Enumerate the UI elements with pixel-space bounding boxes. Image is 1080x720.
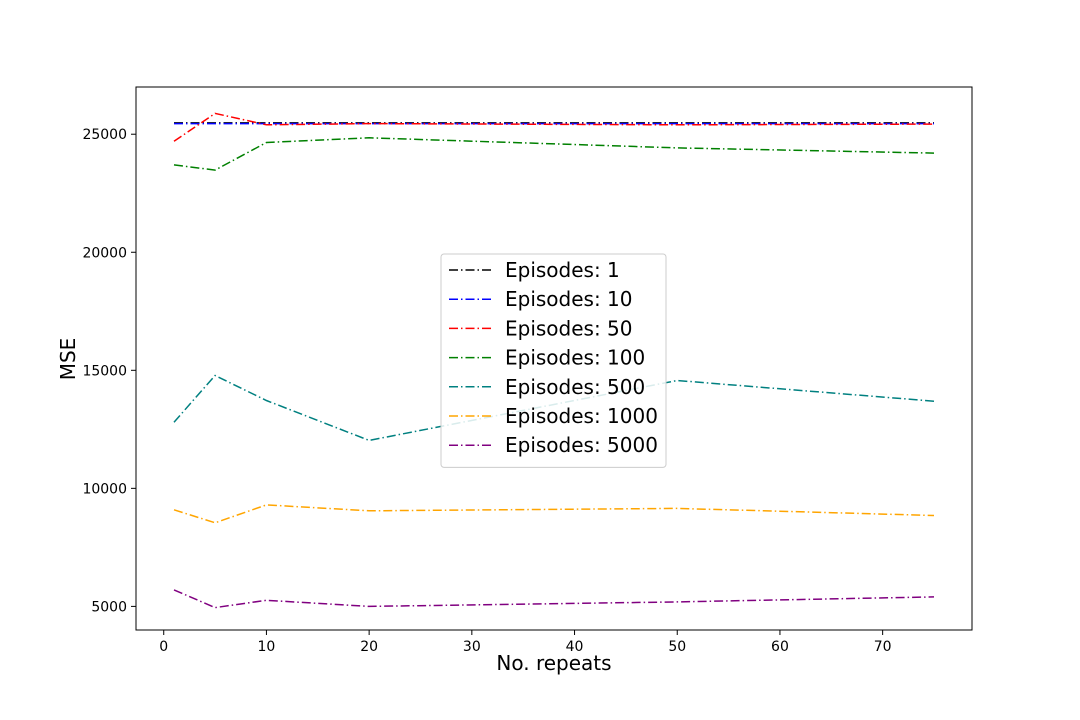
y-tick-label: 5000 (91, 599, 127, 615)
y-tick-label: 25000 (82, 127, 127, 143)
x-tick-label: 0 (159, 639, 168, 655)
x-tick-label: 30 (463, 639, 481, 655)
series-line-episodes-5000 (173, 589, 935, 609)
y-axis-label: MSE (56, 338, 80, 381)
legend-entry: Episodes: 5000 (505, 433, 658, 457)
x-tick-label: 70 (874, 639, 892, 655)
series-line-episodes-50 (173, 112, 935, 142)
series-line-episodes-500 (173, 374, 935, 442)
y-tick-label: 15000 (82, 363, 127, 379)
y-tick-label: 10000 (82, 481, 127, 497)
legend-entry: Episodes: 1000 (505, 404, 658, 428)
legend-entry: Episodes: 1 (505, 258, 620, 282)
x-tick-label: 60 (771, 639, 789, 655)
series-line-episodes-1000 (173, 504, 935, 524)
legend-box (440, 253, 667, 468)
series-line-episodes-100 (173, 137, 935, 171)
x-tick-label: 50 (668, 639, 686, 655)
legend-entry: Episodes: 100 (505, 346, 645, 370)
y-tick-label: 20000 (82, 245, 127, 261)
legend-entry: Episodes: 50 (505, 316, 633, 340)
x-axis: 0 10 20 30 40 50 60 70 (159, 630, 892, 655)
plot-frame (135, 86, 973, 631)
x-tick-label: 10 (258, 639, 276, 655)
x-tick-label: 40 (566, 639, 584, 655)
y-axis: 5000 10000 15000 20000 25000 (82, 127, 136, 615)
legend-entry: Episodes: 500 (505, 375, 645, 399)
x-tick-label: 20 (360, 639, 378, 655)
series-layer (173, 112, 935, 609)
legend-entry: Episodes: 10 (505, 287, 633, 311)
x-axis-label: No. repeats (496, 651, 611, 675)
legend: Episodes: 1 Episodes: 10 Episodes: 50 Episo… (440, 253, 667, 468)
